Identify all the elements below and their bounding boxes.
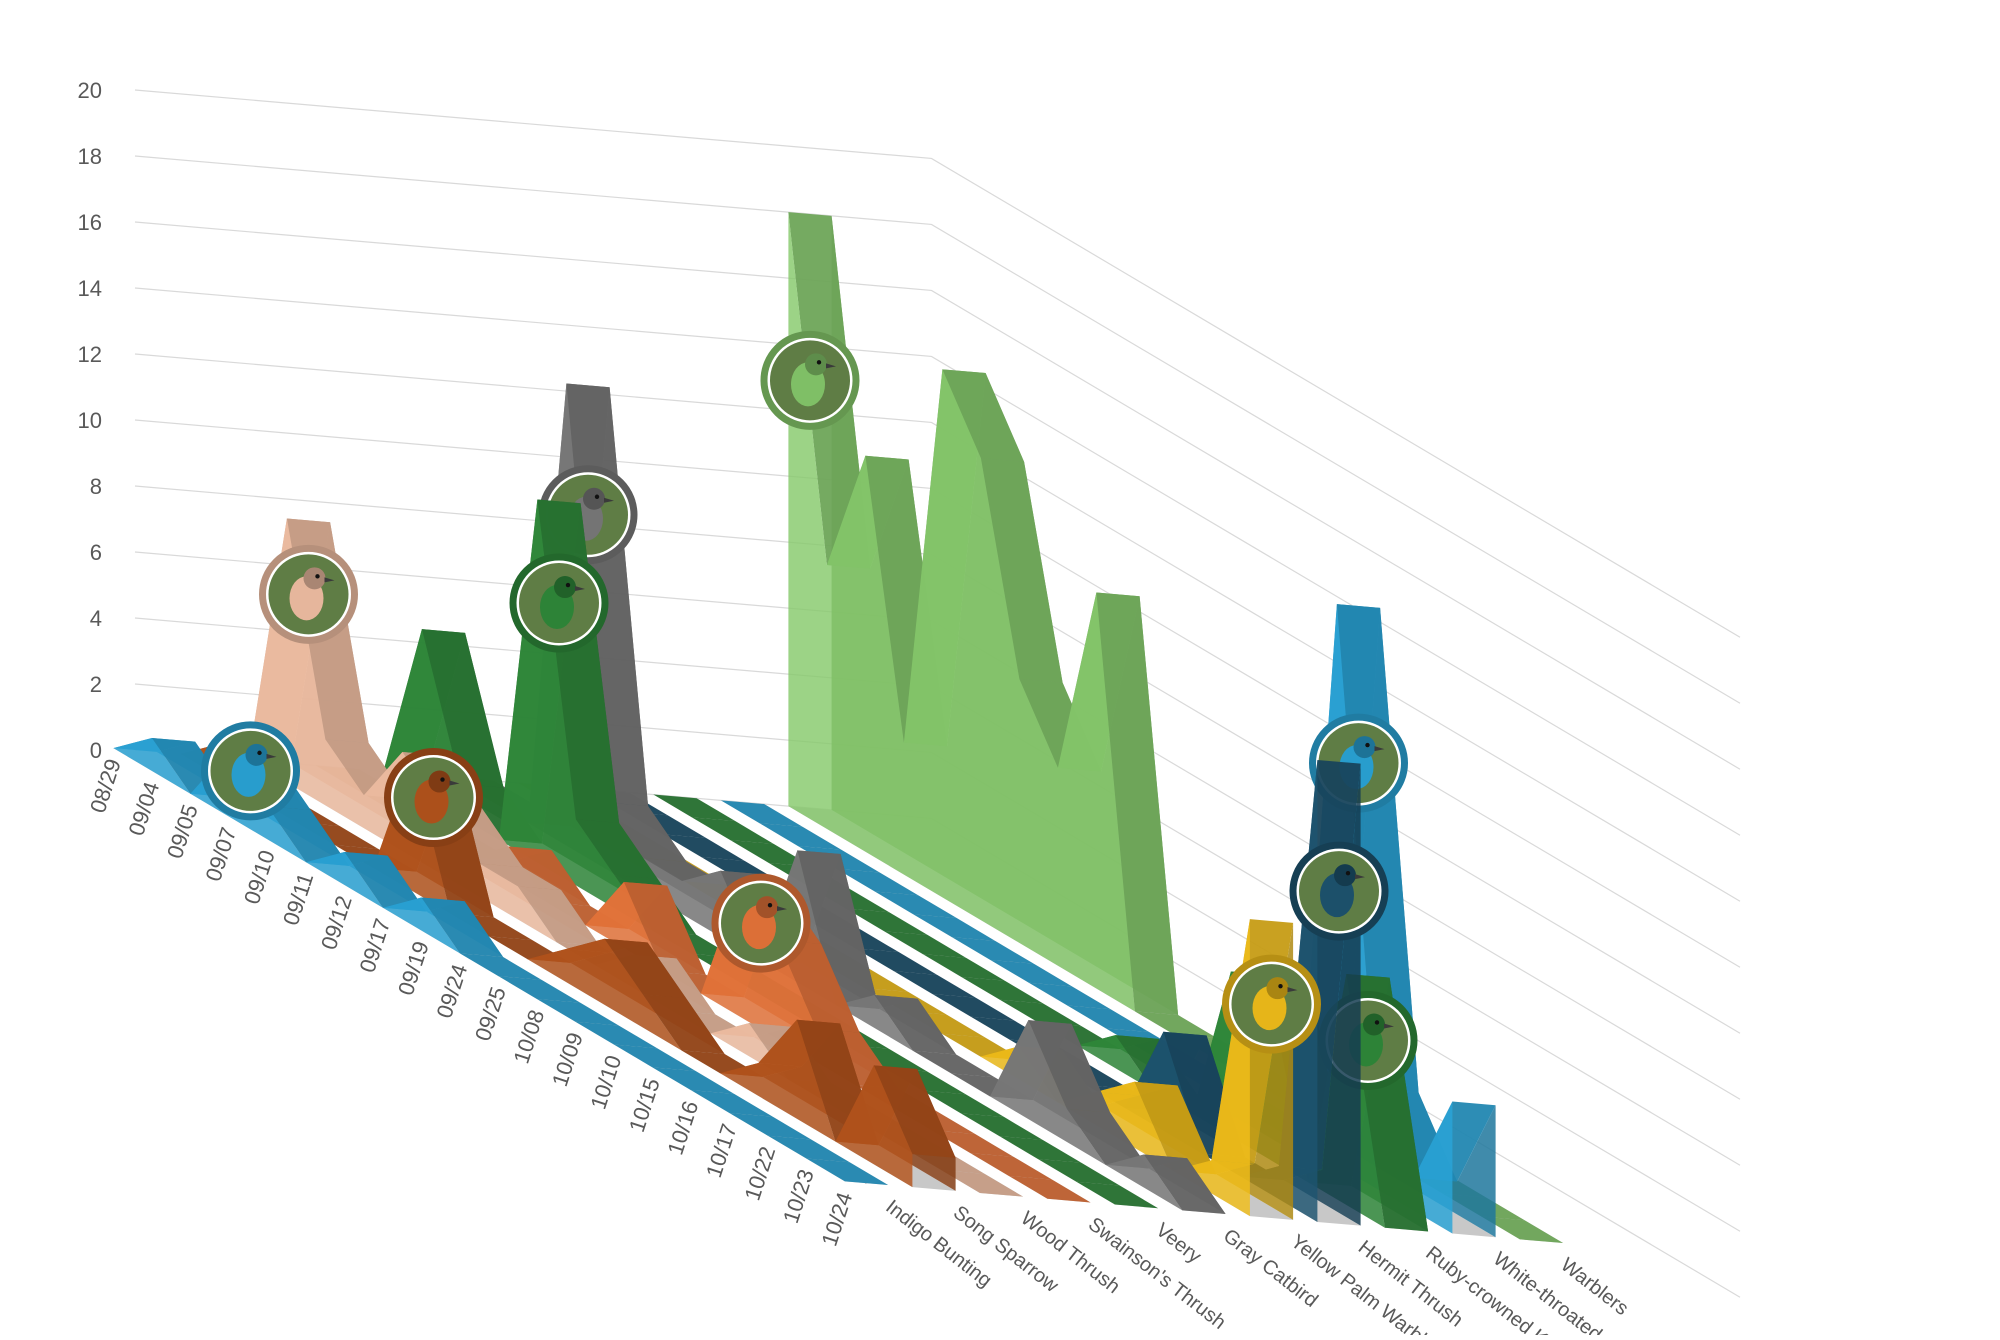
x-tick-label: 09/10 (239, 847, 280, 907)
x-tick-label: 10/22 (739, 1143, 780, 1203)
indigo-bunting-photo-icon (203, 723, 299, 819)
y-tick-label: 16 (78, 210, 102, 235)
x-tick-label: 10/24 (816, 1189, 857, 1249)
x-tick-label: 10/17 (701, 1121, 742, 1181)
x-tick-label: 08/29 (85, 756, 126, 816)
veery-photo-icon (511, 555, 607, 651)
x-tick-label: 09/12 (316, 893, 357, 953)
x-tick-label: 10/08 (508, 1007, 549, 1067)
y-tick-label: 20 (78, 78, 102, 103)
y-tick-label: 8 (90, 474, 102, 499)
series-label-indigo-bunting: Indigo Bunting (881, 1196, 995, 1292)
song-sparrow-photo-icon (386, 750, 482, 846)
x-tick-label: 09/19 (393, 938, 434, 998)
x-tick-label: 10/23 (778, 1166, 819, 1226)
y-tick-label: 10 (78, 408, 102, 433)
y-tick-label: 18 (78, 144, 102, 169)
canada-warbler-photo-icon (762, 332, 858, 428)
wood-thrush-photo-icon (261, 546, 357, 642)
y-tick-label: 2 (90, 672, 102, 697)
x-tick-label: 09/04 (123, 779, 164, 839)
x-tick-label: 09/05 (162, 801, 203, 861)
hermit-thrush-photo-icon (1291, 843, 1387, 939)
x-tick-label: 09/25 (470, 984, 511, 1044)
y-tick-label: 12 (78, 342, 102, 367)
y-tick-label: 6 (90, 540, 102, 565)
swainsons-thrush-photo-icon (713, 875, 809, 971)
x-tick-label: 09/17 (354, 915, 395, 975)
x-tick-label: 10/16 (662, 1098, 703, 1158)
y-tick-label: 14 (78, 276, 102, 301)
x-tick-label: 10/15 (624, 1075, 665, 1135)
y-tick-label: 4 (90, 606, 102, 631)
yellow-palm-warbler-photo-icon (1224, 956, 1320, 1052)
x-tick-label: 10/10 (585, 1052, 626, 1112)
x-tick-label: 09/07 (200, 824, 241, 884)
x-tick-label: 10/09 (547, 1029, 588, 1089)
x-tick-label: 09/24 (431, 961, 472, 1021)
x-tick-label: 09/11 (278, 870, 318, 929)
series-label-song-sparrow: Song Sparrow (949, 1202, 1063, 1298)
